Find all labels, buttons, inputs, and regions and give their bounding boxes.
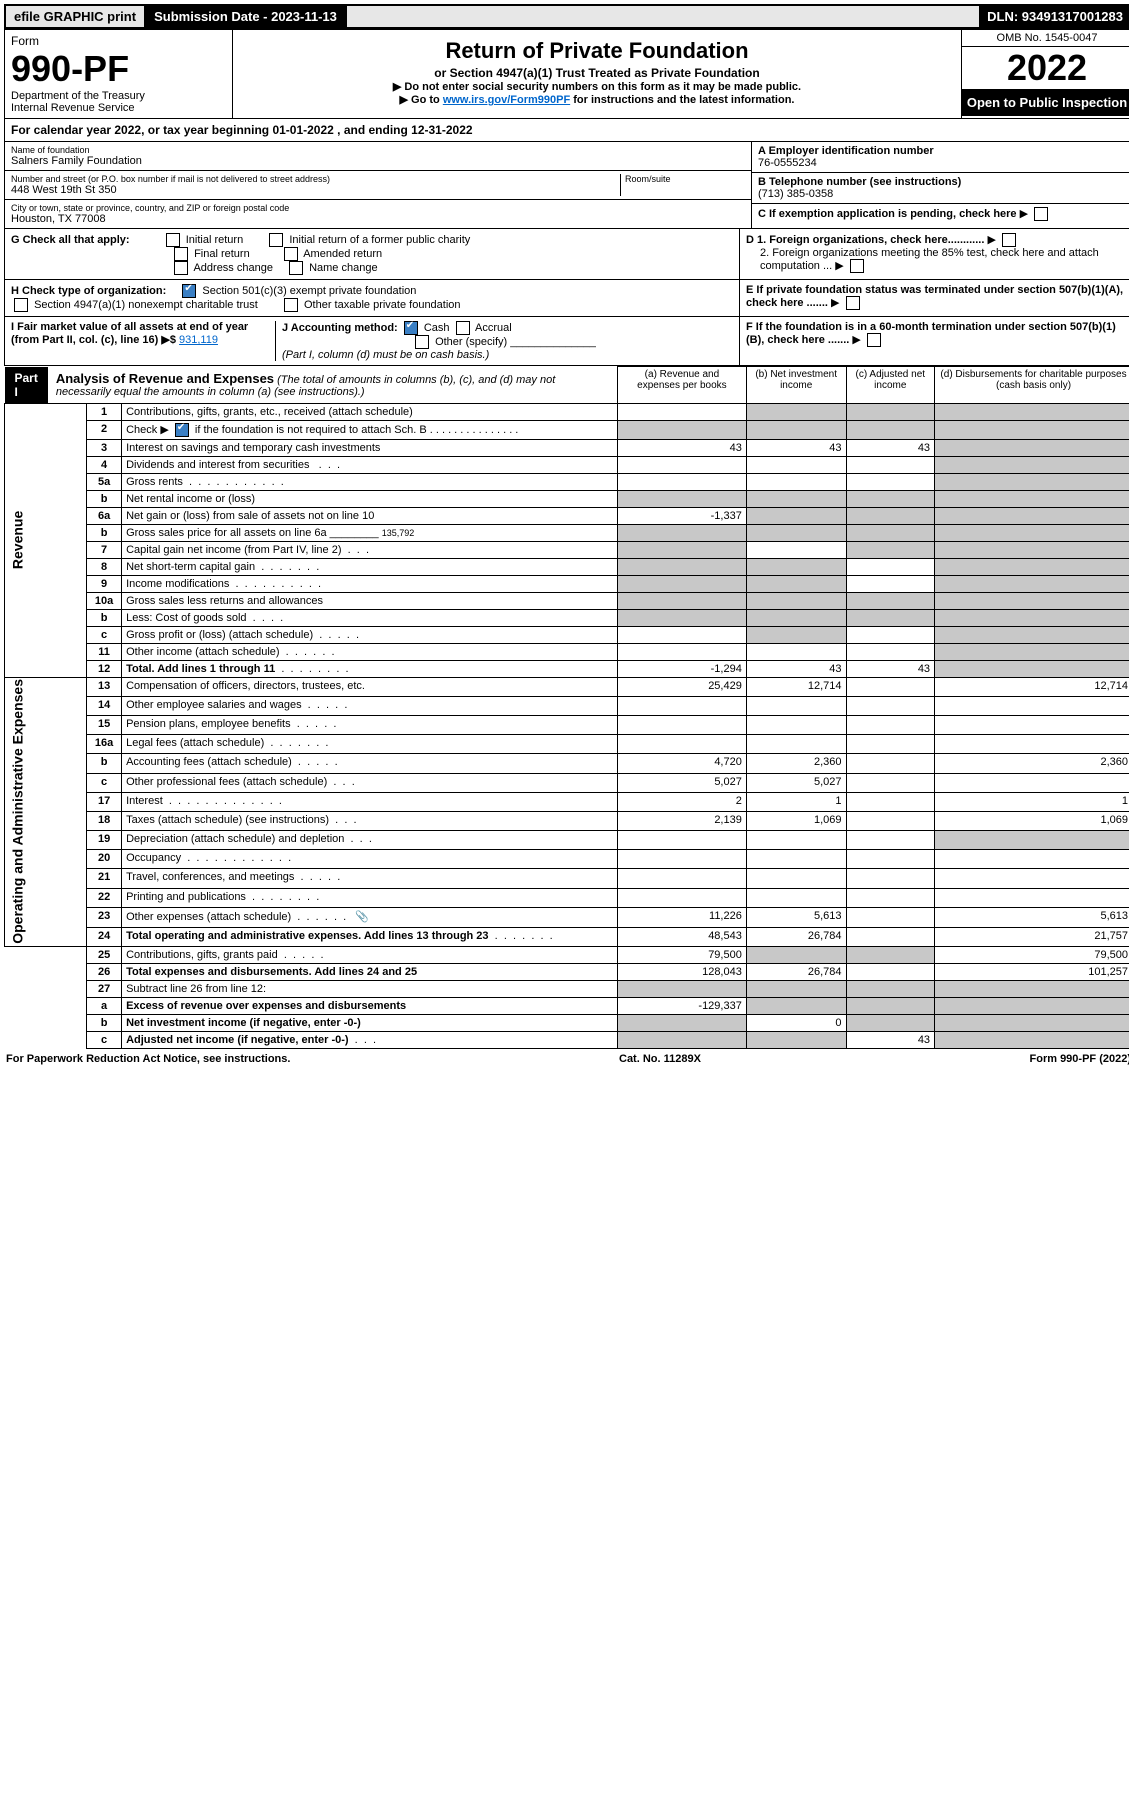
fmv-link[interactable]: 931,119: [179, 334, 218, 346]
col-a: (a) Revenue and expenses per books: [618, 367, 747, 404]
g-label: G Check all that apply:: [11, 234, 130, 246]
phone-label: B Telephone number (see instructions): [758, 176, 1126, 188]
room-label: Room/suite: [625, 174, 745, 184]
revenue-side: Revenue: [5, 403, 87, 677]
addr-label: Number and street (or P.O. box number if…: [11, 174, 620, 184]
address: 448 West 19th St 350: [11, 184, 620, 196]
table-row: Revenue 1Contributions, gifts, grants, e…: [5, 403, 1129, 420]
footer-left: For Paperwork Reduction Act Notice, see …: [6, 1053, 290, 1065]
footer-right: Form 990-PF (2022): [1030, 1053, 1129, 1065]
d2: 2. Foreign organizations meeting the 85%…: [746, 247, 1126, 273]
city: Houston, TX 77008: [11, 213, 745, 225]
form-word: Form: [11, 34, 226, 48]
arrow2: ▶ Go to www.irs.gov/Form990PF for instru…: [243, 93, 951, 106]
name-label: Name of foundation: [11, 145, 745, 155]
schb-checkbox[interactable]: [175, 423, 189, 437]
ij-f-row: I Fair market value of all assets at end…: [4, 317, 1129, 366]
form-header: Form 990-PF Department of the Treasury I…: [4, 29, 1129, 119]
c-checkbox[interactable]: [1034, 207, 1048, 221]
j-note: (Part I, column (d) must be on cash basi…: [282, 349, 489, 361]
irs: Internal Revenue Service: [11, 102, 226, 114]
ein: 76-0555234: [758, 157, 1126, 169]
j-label: J Accounting method:: [282, 322, 398, 334]
e-line: E If private foundation status was termi…: [746, 284, 1126, 310]
col-d: (d) Disbursements for charitable purpose…: [935, 367, 1129, 404]
footer-mid: Cat. No. 11289X: [619, 1053, 701, 1065]
h-e-row: H Check type of organization: Section 50…: [4, 280, 1129, 317]
header-center: Return of Private Foundation or Section …: [233, 30, 961, 118]
calendar-year: For calendar year 2022, or tax year begi…: [4, 119, 1129, 142]
col-c: (c) Adjusted net income: [846, 367, 935, 404]
omb: OMB No. 1545-0047: [962, 30, 1129, 47]
header-right: OMB No. 1545-0047 2022 Open to Public In…: [961, 30, 1129, 118]
table-row: Operating and Administrative Expenses 13…: [5, 677, 1129, 696]
header-left: Form 990-PF Department of the Treasury I…: [5, 30, 233, 118]
form-title: Return of Private Foundation: [243, 38, 951, 64]
h1-checkbox[interactable]: [182, 284, 196, 298]
col-b: (b) Net investment income: [746, 367, 846, 404]
tax-year: 2022: [962, 47, 1129, 89]
foundation-name: Salners Family Foundation: [11, 155, 745, 167]
footer: For Paperwork Reduction Act Notice, see …: [4, 1049, 1129, 1069]
city-label: City or town, state or province, country…: [11, 203, 745, 213]
cash-checkbox[interactable]: [404, 321, 418, 335]
h-label: H Check type of organization:: [11, 285, 166, 297]
table-row: 2 Check ▶ if the foundation is not requi…: [5, 420, 1129, 439]
submission-date: Submission Date - 2023-11-13: [146, 6, 347, 27]
arrow1: ▶ Do not enter social security numbers o…: [243, 80, 951, 93]
dept: Department of the Treasury: [11, 90, 226, 102]
top-bar: efile GRAPHIC print Submission Date - 20…: [4, 4, 1129, 29]
part1-table: Part I Analysis of Revenue and Expenses …: [4, 366, 1129, 1049]
dln: DLN: 93491317001283: [979, 6, 1129, 27]
part1-title: Analysis of Revenue and Expenses: [56, 371, 274, 386]
efile-label: efile GRAPHIC print: [6, 6, 146, 27]
attach-icon[interactable]: 📎: [355, 911, 369, 923]
c-label: C If exemption application is pending, c…: [758, 208, 1017, 220]
g-d-row: G Check all that apply: Initial return I…: [4, 229, 1129, 280]
form-number: 990-PF: [11, 48, 226, 90]
expenses-side: Operating and Administrative Expenses: [5, 677, 87, 947]
open-public: Open to Public Inspection: [962, 89, 1129, 116]
part1-tag: Part I: [5, 367, 48, 403]
d1: D 1. Foreign organizations, check here..…: [746, 233, 1126, 247]
form-subtitle: or Section 4947(a)(1) Trust Treated as P…: [243, 66, 951, 80]
id-block: Name of foundation Salners Family Founda…: [4, 142, 1129, 229]
f-line: F If the foundation is in a 60-month ter…: [746, 321, 1126, 347]
phone: (713) 385-0358: [758, 188, 1126, 200]
form-link[interactable]: www.irs.gov/Form990PF: [443, 94, 570, 106]
ein-label: A Employer identification number: [758, 145, 1126, 157]
